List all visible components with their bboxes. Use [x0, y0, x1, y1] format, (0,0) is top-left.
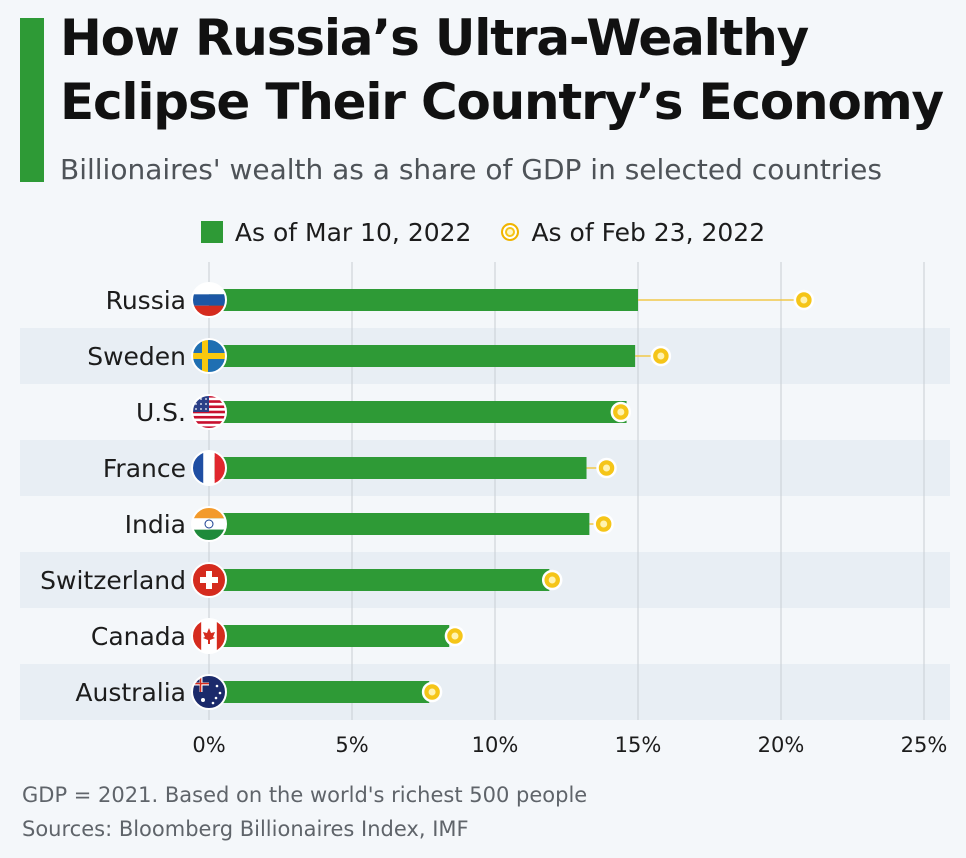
legend-label-mar10: As of Mar 10, 2022: [234, 217, 472, 247]
australia-flag-icon: [191, 674, 227, 710]
bar-mar10: [209, 457, 587, 479]
x-tick-label: 25%: [901, 733, 948, 757]
chart-subtitle: Billionaires' wealth as a share of GDP i…: [60, 153, 882, 186]
category-label: France: [103, 454, 186, 483]
title-line-2: Eclipse Their Country’s Economy: [60, 73, 944, 131]
legend-dot-swatch: [501, 223, 520, 241]
x-tick-label: 10%: [472, 733, 519, 757]
category-label: Russia: [106, 286, 186, 315]
legend-bar-swatch: [200, 221, 223, 243]
bar-mar10: [209, 513, 590, 535]
legend-item-mar10: As of Mar 10, 2022: [200, 217, 472, 247]
dot-feb23-center: [600, 520, 608, 528]
bar-chart: 0% 5% 10% 15% 20% 25% Russia Sweden U.S. France In…: [20, 262, 950, 757]
title-line-1: How Russia’s Ultra-Wealthy: [60, 9, 809, 67]
dot-feb23-center: [428, 688, 436, 696]
category-label: Australia: [75, 678, 186, 707]
bar-mar10: [209, 681, 430, 703]
dot-feb23-center: [800, 296, 808, 304]
row-stripe: [20, 664, 950, 720]
france-flag-icon: [191, 450, 227, 486]
footer-sources: Sources: Bloomberg Billionaires Index, I…: [22, 817, 469, 841]
bar-mar10: [209, 289, 638, 311]
chart-footer: GDP = 2021. Based on the world's richest…: [22, 778, 587, 846]
russia-flag-icon: [191, 282, 227, 318]
switzerland-flag-icon: [191, 562, 227, 598]
dot-feb23-center: [603, 464, 611, 472]
dot-feb23-center: [617, 408, 625, 416]
bar-mar10: [209, 401, 627, 423]
x-tick-label: 20%: [758, 733, 805, 757]
title-accent-bar: [20, 18, 44, 182]
category-label: U.S.: [136, 398, 186, 427]
legend-item-feb23: As of Feb 23, 2022: [501, 218, 765, 247]
chart-title: How Russia’s Ultra-Wealthy Eclipse Their…: [60, 6, 960, 134]
canada-flag-icon: [191, 618, 227, 654]
category-label: Canada: [91, 622, 186, 651]
footer-note: GDP = 2021. Based on the world's richest…: [22, 783, 588, 807]
x-tick-label: 0%: [192, 733, 225, 757]
legend-label-feb23: As of Feb 23, 2022: [531, 217, 766, 247]
sweden-flag-icon: [191, 338, 227, 374]
legend: As of Mar 10, 2022 As of Feb 23, 2022: [0, 212, 966, 252]
dot-feb23-center: [548, 576, 556, 584]
dot-feb23-center: [657, 352, 665, 360]
bar-mar10: [209, 345, 636, 367]
bar-mar10: [209, 625, 450, 647]
india-flag-icon: [191, 506, 227, 542]
category-label: India: [125, 510, 186, 539]
category-label: Switzerland: [40, 566, 186, 595]
x-tick-label: 15%: [615, 733, 662, 757]
bar-mar10: [209, 569, 550, 591]
us-flag-icon: [191, 394, 227, 430]
x-tick-label: 5%: [335, 733, 368, 757]
dot-feb23-center: [451, 632, 459, 640]
category-label: Sweden: [87, 342, 186, 371]
